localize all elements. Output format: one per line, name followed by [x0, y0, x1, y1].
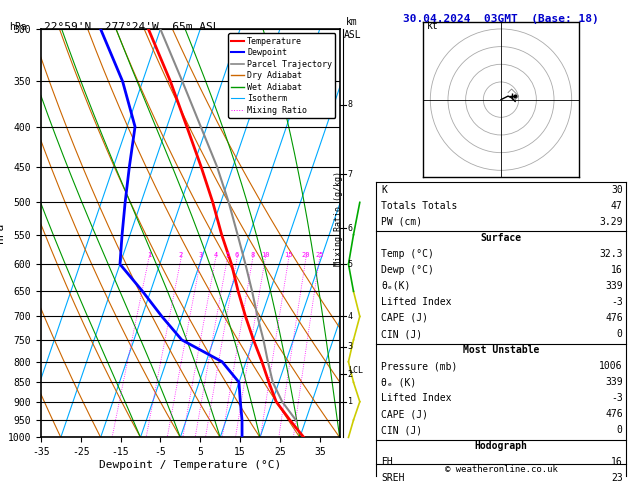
- Text: km: km: [347, 17, 358, 27]
- Text: Lifted Index: Lifted Index: [381, 393, 452, 403]
- Text: 25: 25: [315, 253, 324, 259]
- Text: 20: 20: [302, 253, 310, 259]
- Text: 1006: 1006: [599, 361, 623, 371]
- Text: 10: 10: [261, 253, 269, 259]
- Text: 8: 8: [250, 253, 255, 259]
- Text: SREH: SREH: [381, 473, 404, 484]
- Text: θₑ (K): θₑ (K): [381, 377, 416, 387]
- Text: © weatheronline.co.uk: © weatheronline.co.uk: [445, 465, 557, 474]
- Text: -3: -3: [611, 297, 623, 307]
- Text: Dewp (°C): Dewp (°C): [381, 265, 434, 275]
- Text: Hodograph: Hodograph: [474, 441, 528, 451]
- Text: kt: kt: [426, 21, 438, 31]
- Text: 3: 3: [348, 342, 353, 351]
- Text: 32.3: 32.3: [599, 249, 623, 259]
- X-axis label: Dewpoint / Temperature (°C): Dewpoint / Temperature (°C): [99, 460, 281, 470]
- Text: CIN (J): CIN (J): [381, 425, 422, 435]
- Text: 23: 23: [611, 473, 623, 484]
- Text: 3.29: 3.29: [599, 217, 623, 227]
- Legend: Temperature, Dewpoint, Parcel Trajectory, Dry Adiabat, Wet Adiabat, Isotherm, Mi: Temperature, Dewpoint, Parcel Trajectory…: [228, 34, 335, 118]
- Text: 8: 8: [348, 100, 353, 109]
- Text: 7: 7: [348, 170, 353, 178]
- Text: Lifted Index: Lifted Index: [381, 297, 452, 307]
- Text: Pressure (mb): Pressure (mb): [381, 361, 457, 371]
- Text: CAPE (J): CAPE (J): [381, 409, 428, 419]
- Y-axis label: hPa: hPa: [0, 223, 5, 243]
- Text: hPa: hPa: [9, 22, 27, 32]
- Text: 30: 30: [611, 185, 623, 195]
- Text: 2: 2: [348, 370, 353, 379]
- Text: 3: 3: [199, 253, 203, 259]
- Text: CIN (J): CIN (J): [381, 329, 422, 339]
- Text: Mixing Ratio (g/kg): Mixing Ratio (g/kg): [334, 171, 343, 266]
- Text: θₑ(K): θₑ(K): [381, 281, 411, 291]
- Text: 30.04.2024  03GMT  (Base: 18): 30.04.2024 03GMT (Base: 18): [403, 14, 599, 24]
- Text: K: K: [381, 185, 387, 195]
- Text: PW (cm): PW (cm): [381, 217, 422, 227]
- Text: 16: 16: [611, 457, 623, 468]
- Text: EH: EH: [381, 457, 393, 468]
- Text: 339: 339: [605, 377, 623, 387]
- Text: Totals Totals: Totals Totals: [381, 201, 457, 211]
- Text: 339: 339: [605, 281, 623, 291]
- Text: 476: 476: [605, 313, 623, 323]
- Text: 5: 5: [225, 253, 230, 259]
- Text: 4: 4: [348, 312, 353, 321]
- Text: 1: 1: [147, 253, 151, 259]
- Text: 1: 1: [348, 397, 353, 406]
- Text: Surface: Surface: [481, 233, 521, 243]
- Text: 15: 15: [284, 253, 293, 259]
- Text: 6: 6: [235, 253, 239, 259]
- Text: LCL: LCL: [348, 365, 363, 375]
- Text: ASL: ASL: [343, 30, 361, 40]
- Text: 16: 16: [611, 265, 623, 275]
- Text: Most Unstable: Most Unstable: [463, 345, 539, 355]
- Text: 4: 4: [213, 253, 218, 259]
- Text: 6: 6: [348, 224, 353, 233]
- Text: 0: 0: [617, 329, 623, 339]
- Text: 2: 2: [179, 253, 183, 259]
- Text: Temp (°C): Temp (°C): [381, 249, 434, 259]
- Text: 22°59'N  277°24'W  65m ASL: 22°59'N 277°24'W 65m ASL: [44, 22, 220, 32]
- Text: 5: 5: [348, 260, 353, 269]
- Text: -3: -3: [611, 393, 623, 403]
- Text: 476: 476: [605, 409, 623, 419]
- Text: CAPE (J): CAPE (J): [381, 313, 428, 323]
- Text: 47: 47: [611, 201, 623, 211]
- Text: 0: 0: [617, 425, 623, 435]
